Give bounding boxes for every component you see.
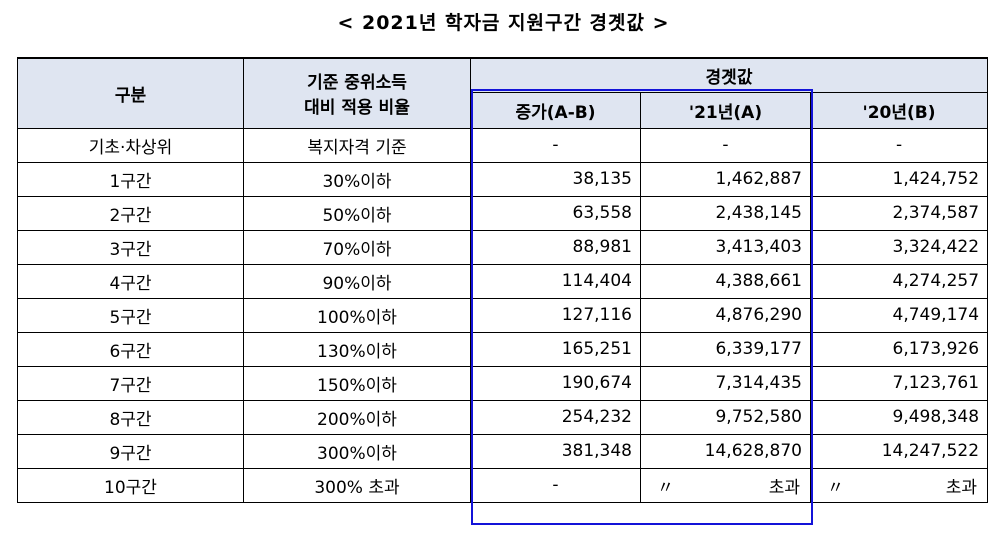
row-2020-text: 초과	[945, 477, 978, 498]
row-2021: 〃 초과	[640, 467, 811, 503]
row-label: 기초·차상위	[17, 127, 244, 163]
row-label: 3구간	[17, 229, 244, 265]
row-2021: 6,339,177	[640, 331, 811, 367]
row-ratio: 90%이하	[243, 263, 471, 299]
row-label: 7구간	[17, 365, 244, 401]
ditto-mark: 〃	[827, 477, 844, 498]
row-2020: 1,424,752	[809, 161, 989, 197]
row-ratio: 300%이하	[243, 433, 471, 469]
row-ratio: 200%이하	[243, 399, 471, 435]
row-2021: 7,314,435	[640, 365, 811, 401]
table-row: 3구간 70%이하 88,981 3,413,403 3,324,422	[17, 229, 989, 265]
ditto-mark: 〃	[657, 477, 674, 498]
row-increase: 114,404	[470, 263, 641, 299]
row-label: 6구간	[17, 331, 244, 367]
header-2020: '20년(B)	[809, 91, 989, 129]
row-2020: -	[809, 127, 989, 163]
row-2021-text: 초과	[768, 477, 800, 498]
table-row: 2구간 50%이하 63,558 2,438,145 2,374,587	[17, 195, 989, 231]
table-row: 9구간 300%이하 381,348 14,628,870 14,247,522	[17, 433, 989, 469]
row-ratio: 130%이하	[243, 331, 471, 367]
header-boundary-group: 경곗값	[469, 57, 989, 93]
row-2020: 14,247,522	[809, 433, 989, 469]
row-2020: 〃 초과	[809, 467, 989, 503]
page-title: < 2021년 학자금 지원구간 경곗값 >	[337, 12, 670, 34]
row-label: 5구간	[17, 297, 244, 333]
row-2021: 4,876,290	[640, 297, 811, 333]
header-2021: '21년(A)	[640, 91, 811, 129]
row-ratio: 300% 초과	[243, 467, 471, 503]
row-2020: 2,374,587	[809, 195, 989, 231]
row-increase: 165,251	[470, 331, 641, 367]
row-label: 2구간	[17, 195, 244, 231]
table-row: 4구간 90%이하 114,404 4,388,661 4,274,257	[17, 263, 989, 299]
table-row: 1구간 30%이하 38,135 1,462,887 1,424,752	[17, 161, 989, 197]
row-2020: 4,749,174	[809, 297, 989, 333]
row-increase: -	[470, 467, 641, 503]
row-ratio: 30%이하	[243, 161, 471, 197]
row-increase: 38,135	[470, 161, 641, 197]
row-2020: 3,324,422	[809, 229, 989, 265]
row-ratio: 50%이하	[243, 195, 471, 231]
row-2021: -	[640, 127, 811, 163]
row-2020: 7,123,761	[809, 365, 989, 401]
row-ratio: 복지자격 기준	[243, 127, 471, 163]
header-income-ratio-line2: 대비 적용 비율	[304, 98, 410, 119]
row-2021: 3,413,403	[640, 229, 811, 265]
row-ratio: 150%이하	[243, 365, 471, 401]
row-ratio: 70%이하	[243, 229, 471, 265]
row-ratio: 100%이하	[243, 297, 471, 333]
row-increase: -	[470, 127, 641, 163]
row-2021: 1,462,887	[640, 161, 811, 197]
table-row: 기초·차상위 복지자격 기준 - - -	[17, 127, 989, 163]
row-2020: 9,498,348	[809, 399, 989, 435]
table-row: 10구간 300% 초과 - 〃 초과 〃 초과	[17, 467, 989, 503]
boundary-table: 구분 기준 중위소득 대비 적용 비율 경곗값 증가(A-B) '21년(A) …	[17, 57, 989, 503]
row-2021: 4,388,661	[640, 263, 811, 299]
row-2020: 6,173,926	[809, 331, 989, 367]
row-increase: 63,558	[470, 195, 641, 231]
table-row: 7구간 150%이하 190,674 7,314,435 7,123,761	[17, 365, 989, 401]
row-label: 4구간	[17, 263, 244, 299]
row-increase: 254,232	[470, 399, 641, 435]
table-row: 6구간 130%이하 165,251 6,339,177 6,173,926	[17, 331, 989, 367]
row-2021: 9,752,580	[640, 399, 811, 435]
header-category: 구분	[17, 57, 244, 129]
row-2020: 4,274,257	[809, 263, 989, 299]
header-income-ratio-line1: 기준 중위소득	[307, 73, 407, 94]
header-increase: 증가(A-B)	[470, 91, 641, 129]
row-label: 8구간	[17, 399, 244, 435]
row-2021: 2,438,145	[640, 195, 811, 231]
row-increase: 127,116	[470, 297, 641, 333]
row-2021: 14,628,870	[640, 433, 811, 469]
table-row: 5구간 100%이하 127,116 4,876,290 4,749,174	[17, 297, 989, 333]
row-increase: 381,348	[470, 433, 641, 469]
row-label: 10구간	[17, 467, 244, 503]
row-label: 1구간	[17, 161, 244, 197]
row-label: 9구간	[17, 433, 244, 469]
header-income-ratio: 기준 중위소득 대비 적용 비율	[243, 57, 471, 129]
row-increase: 190,674	[470, 365, 641, 401]
row-increase: 88,981	[470, 229, 641, 265]
table-row: 8구간 200%이하 254,232 9,752,580 9,498,348	[17, 399, 989, 435]
